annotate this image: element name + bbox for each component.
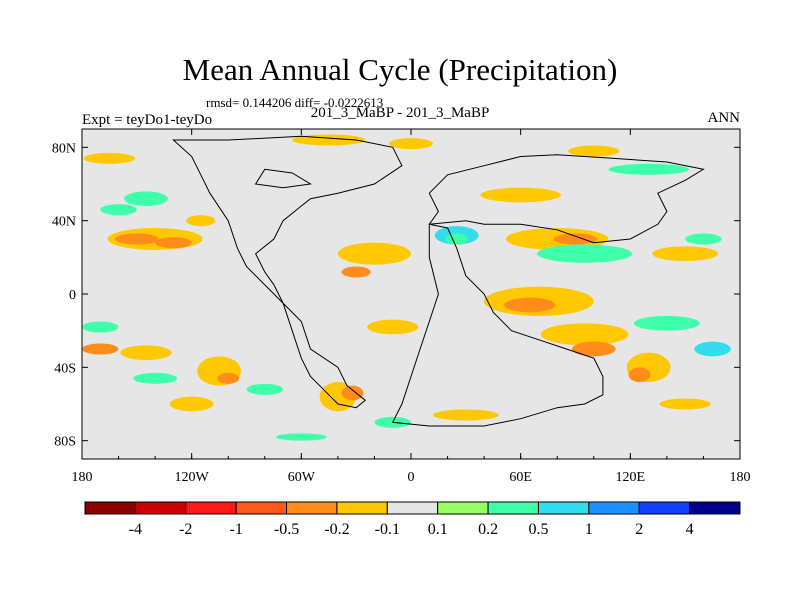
colorbar-swatch — [537, 501, 590, 515]
anomaly-patch — [633, 316, 700, 331]
anomaly-patch — [537, 244, 633, 263]
colorbar-label: 2 — [635, 521, 643, 538]
colorbar-label: -0.1 — [375, 521, 400, 538]
anomaly-patch — [82, 321, 119, 333]
colorbar-label: -0.2 — [324, 521, 349, 538]
anomaly-patch — [389, 138, 433, 150]
chart-subtitle: 201_3_MaBP - 201_3_MaBP — [310, 105, 490, 121]
y-tick-label: 40N — [52, 215, 76, 230]
colorbar-swatch — [134, 501, 187, 515]
colorbar-swatch — [437, 501, 489, 515]
anomaly-patch — [685, 233, 722, 245]
anomaly-patch — [186, 215, 216, 227]
continent-outline — [428, 154, 705, 244]
anomaly-patch — [553, 233, 598, 245]
anomaly-patch — [114, 233, 159, 245]
anomaly-patch — [341, 385, 364, 401]
anomaly-patch — [504, 297, 556, 313]
anomaly-patch — [432, 409, 499, 421]
anomaly-patch — [124, 191, 168, 207]
anomaly-patch — [608, 163, 689, 175]
y-tick-label: 40S — [54, 361, 76, 376]
colorbar-label: -1 — [229, 521, 242, 538]
stats-text: rmsd= 0.144206 diff= -0.0222613 — [206, 95, 384, 110]
anomaly-patch — [120, 345, 172, 360]
colorbar-swatch — [638, 501, 691, 515]
season-label: ANN — [707, 110, 741, 126]
anomaly-patch — [571, 341, 616, 357]
anomaly-patch — [367, 319, 419, 335]
anomaly-patch — [659, 398, 711, 410]
y-tick-label: 80S — [54, 435, 76, 450]
x-tick-label: 120E — [616, 470, 646, 485]
anomaly-patch — [246, 383, 284, 395]
colorbar-swatch — [689, 501, 741, 515]
anomaly-patch — [83, 152, 136, 164]
colorbar-label: 0.5 — [528, 521, 548, 538]
experiment-label: Expt = teyDo1-teyDo — [82, 112, 213, 128]
colorbar-label: -0.5 — [274, 521, 299, 538]
colorbar-swatch — [235, 501, 288, 515]
x-tick-label: 60E — [509, 470, 532, 485]
colorbar-label: 4 — [686, 521, 694, 538]
colorbar-label: 1 — [585, 521, 593, 538]
x-tick-label: 180 — [72, 470, 93, 485]
colorbar-swatch — [386, 501, 439, 515]
x-tick-label: 180 — [730, 470, 751, 485]
anomaly-patch — [155, 237, 192, 249]
anomaly-patch — [275, 433, 327, 441]
y-tick-label: 0 — [69, 288, 76, 303]
colorbar-label: -2 — [179, 521, 192, 538]
y-tick-label: 80N — [52, 141, 76, 156]
x-tick-label: 0 — [408, 470, 415, 485]
anomaly-patch — [694, 341, 731, 357]
anomaly-patch — [169, 396, 214, 412]
colorbar-label: -4 — [129, 521, 142, 538]
chart-title: Mean Annual Cycle (Precipitation) — [182, 52, 618, 87]
colorbar-label: 0.2 — [478, 521, 498, 538]
colorbar-swatch — [286, 501, 338, 515]
anomaly-patch — [445, 233, 468, 245]
continent-outline — [172, 135, 403, 409]
anomaly-patch — [652, 246, 719, 261]
colorbar-swatch — [84, 501, 136, 515]
continent-outline — [391, 223, 604, 427]
anomaly-patch — [100, 204, 137, 216]
anomaly-patch — [133, 372, 178, 384]
anomaly-patch — [628, 367, 651, 382]
colorbar-swatch — [185, 501, 237, 515]
colorbar-swatch — [588, 501, 640, 515]
anomaly-patch — [540, 323, 629, 346]
anomaly-patch — [82, 343, 119, 355]
anomaly-patch — [217, 372, 240, 384]
colorbar-swatch — [336, 501, 388, 515]
anomaly-patch — [341, 266, 371, 278]
anomaly-patch — [480, 187, 561, 203]
anomaly-patch — [568, 145, 620, 157]
x-tick-label: 120W — [175, 470, 210, 485]
x-tick-label: 60W — [288, 470, 316, 485]
colorbar-swatch — [487, 501, 539, 515]
colorbar-label: 0.1 — [428, 521, 448, 538]
anomaly-patch — [337, 242, 412, 265]
continent-outline — [254, 168, 312, 189]
